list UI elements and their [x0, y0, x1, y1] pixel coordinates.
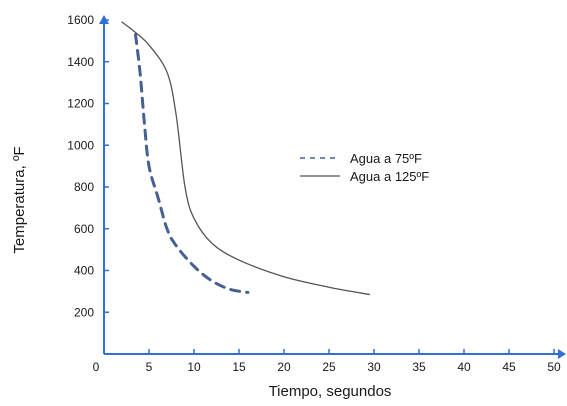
axes — [99, 15, 566, 359]
legend: Agua a 75ºF Agua a 125ºF — [300, 151, 429, 184]
series-lines — [121, 21, 371, 296]
tick-marks — [104, 19, 555, 354]
y-tick-label-1000: 1000 — [67, 138, 94, 152]
x-tick-label-45: 45 — [502, 360, 516, 374]
x-tick-label-15: 15 — [232, 360, 246, 374]
y-tick-label-1600: 1600 — [67, 13, 94, 27]
y-tick-label-1400: 1400 — [67, 55, 94, 69]
legend-label-0: Agua a 75ºF — [350, 151, 422, 166]
x-tick-label-40: 40 — [457, 360, 471, 374]
y-tick-label-600: 600 — [74, 222, 94, 236]
y-tick-label-400: 400 — [74, 264, 94, 278]
tick-labels: 0 5 10 15 20 25 30 35 40 45 50 200 400 600 800 1000 1200… — [67, 13, 561, 374]
y-tick-label-800: 800 — [74, 180, 94, 194]
x-tick-label-50: 50 — [547, 360, 561, 374]
x-tick-label-5: 5 — [146, 360, 153, 374]
y-tick-label-1200: 1200 — [67, 97, 94, 111]
legend-label-1: Agua a 125ºF — [350, 169, 429, 184]
x-axis-title: Tiempo, segundos — [269, 383, 392, 400]
series-line-1 — [121, 21, 371, 296]
x-axis-arrow — [558, 349, 566, 359]
series-line-0 — [134, 33, 250, 294]
x-tick-label-0: 0 — [93, 360, 100, 374]
y-axis-title: Temperatura, ºF — [11, 146, 28, 253]
x-tick-label-10: 10 — [187, 360, 201, 374]
x-tick-label-35: 35 — [412, 360, 426, 374]
x-tick-label-30: 30 — [367, 360, 381, 374]
y-tick-label-200: 200 — [74, 305, 94, 319]
x-tick-label-20: 20 — [277, 360, 291, 374]
x-tick-label-25: 25 — [322, 360, 336, 374]
